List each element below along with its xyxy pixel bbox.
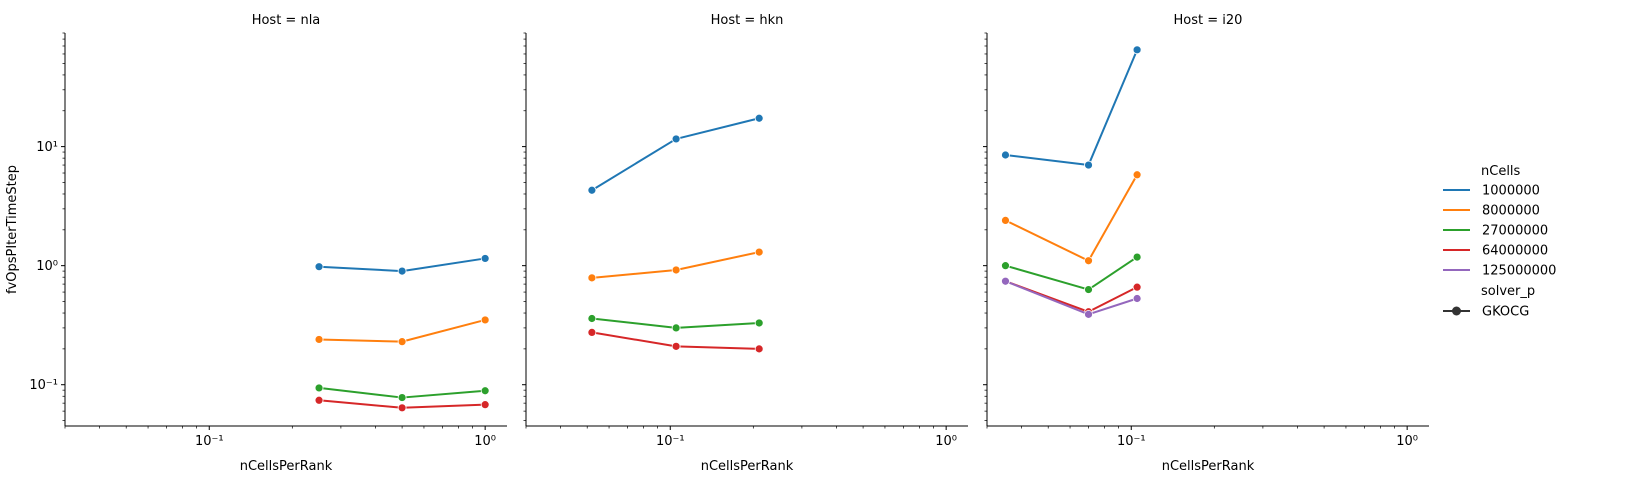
y-tick-label: 10⁻¹ <box>29 378 58 393</box>
data-point <box>397 266 407 276</box>
data-point <box>1132 45 1142 55</box>
x-tick-label: 10⁰ <box>1396 434 1418 449</box>
data-point <box>1084 309 1093 319</box>
data-point <box>397 337 407 347</box>
data-point <box>587 328 597 337</box>
legend-entry: 8000000 <box>1482 204 1540 219</box>
data-point <box>671 341 681 351</box>
y-tick-label: 10⁰ <box>36 259 58 274</box>
facet-panel: 10⁻¹ 10⁰ Host = hkn nCellsPerRank <box>522 13 968 474</box>
x-axis-label: nCellsPerRank <box>240 459 333 474</box>
data-point <box>480 315 490 325</box>
facet-panel: 10⁻¹ 10⁰ 10⁻¹ 10⁰ 10¹ Host = nla nCellsPerRank <box>29 13 507 474</box>
data-point <box>1001 261 1010 271</box>
series-line-1000000 <box>591 117 760 192</box>
facet-panel: 10⁻¹ 10⁰ Host = i20 nCellsPerRank <box>983 13 1429 474</box>
data-point <box>1132 252 1142 262</box>
data-point <box>754 113 764 123</box>
panel-title: Host = hkn <box>711 13 784 28</box>
data-point <box>1084 285 1093 294</box>
data-point <box>1132 170 1142 180</box>
legend-entry: 27000000 <box>1482 224 1548 239</box>
data-point <box>1084 256 1093 266</box>
data-point <box>754 247 764 257</box>
x-tick-label: 10⁻¹ <box>1117 434 1146 449</box>
legend-title-solver: solver_p <box>1481 284 1535 299</box>
data-point <box>1001 150 1010 160</box>
data-point <box>480 254 490 263</box>
series-line-1000000 <box>1005 49 1139 167</box>
panel-title: Host = nla <box>252 13 321 28</box>
data-point <box>754 344 764 354</box>
legend-style-entry: GKOCG <box>1482 305 1529 320</box>
data-point <box>587 273 597 283</box>
series-line-27000000 <box>1005 256 1138 291</box>
data-point <box>480 400 490 410</box>
data-point <box>314 262 324 272</box>
panel-title: Host = i20 <box>1174 13 1243 28</box>
data-point <box>754 318 764 328</box>
legend-entry: 125000000 <box>1482 264 1556 279</box>
data-point <box>587 185 597 195</box>
data-point <box>314 383 324 393</box>
x-axis-label: nCellsPerRank <box>1162 459 1255 474</box>
data-point <box>587 314 597 323</box>
x-tick-label: 10⁻¹ <box>195 434 224 449</box>
data-point <box>314 395 324 405</box>
data-point <box>397 393 407 402</box>
series-line-8000000 <box>1005 174 1138 262</box>
data-point <box>1132 294 1142 303</box>
legend: nCells 1000000 8000000 27000000 64000000 1250… <box>1443 164 1556 320</box>
legend-entry: 64000000 <box>1482 244 1548 259</box>
data-point <box>1001 215 1010 225</box>
x-axis-label: nCellsPerRank <box>701 459 794 474</box>
data-point <box>1001 276 1010 286</box>
x-tick-label: 10⁰ <box>935 434 957 449</box>
data-point <box>480 386 490 396</box>
data-point <box>671 134 681 144</box>
data-point <box>671 323 681 333</box>
data-point <box>1084 160 1093 170</box>
x-tick-label: 10⁰ <box>474 434 496 449</box>
x-tick-label: 10⁻¹ <box>656 434 685 449</box>
y-tick-label: 10¹ <box>36 140 58 155</box>
data-point <box>397 403 407 413</box>
y-axis-label: fvOpsPIterTimeStep <box>5 165 20 294</box>
legend-entry: 1000000 <box>1482 184 1540 199</box>
legend-style-marker <box>1452 306 1461 316</box>
data-point <box>1132 282 1142 292</box>
legend-title-ncells: nCells <box>1481 164 1521 179</box>
data-point <box>671 265 681 275</box>
data-point <box>314 335 324 344</box>
